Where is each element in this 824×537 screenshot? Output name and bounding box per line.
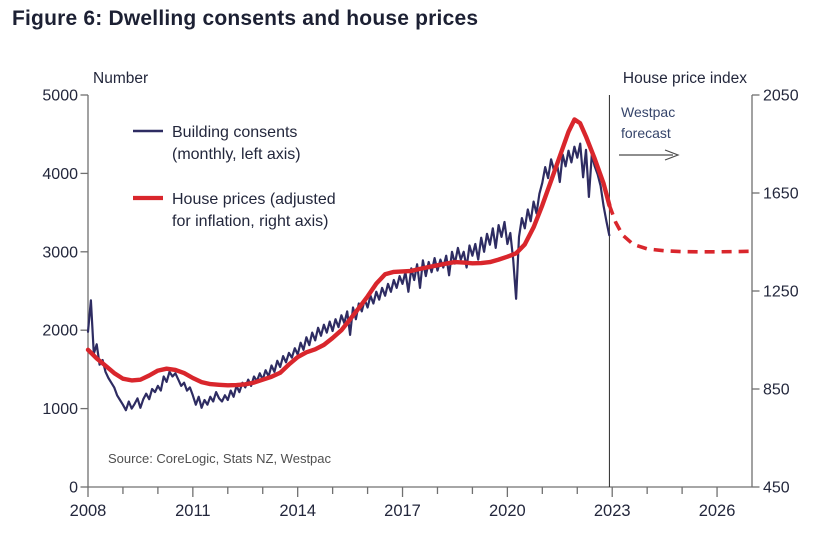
left-axis-tick-label: 4000	[42, 166, 78, 183]
house-prices-forecast-line	[607, 204, 753, 254]
left-axis-tick-label: 0	[69, 480, 78, 497]
right-axis-tick-label: 450	[763, 480, 790, 497]
left-axis-tick-label: 1000	[42, 401, 78, 418]
figure-title: Figure 6: Dwelling consents and house pr…	[12, 7, 479, 30]
right-axis-tick-label: 1650	[763, 186, 799, 203]
forecast-annotation: Westpac forecast	[619, 104, 680, 161]
x-axis-tick-label: 2014	[279, 502, 316, 520]
legend: Building consents (monthly, left axis) H…	[133, 124, 336, 230]
x-axis-tick-label: 2023	[594, 502, 631, 520]
forecast-arrow-icon	[619, 149, 680, 161]
axes-group: 0 1000 2000 3000 4000 5000 450 850 1250 1650 2050 2…	[42, 88, 798, 521]
left-axis-tick-label: 3000	[42, 244, 78, 261]
left-axis-tick-label: 2000	[42, 323, 78, 340]
x-axis-tick-label: 2011	[175, 502, 210, 520]
right-axis-tick-label: 1250	[763, 284, 799, 301]
x-axis-tick-label: 2026	[699, 502, 736, 520]
building-consents-legend-label-line1: Building consents	[172, 124, 297, 141]
x-axis-tick-label: 2020	[489, 502, 526, 520]
forecast-annotation-line1: Westpac	[621, 104, 675, 120]
forecast-annotation-line2: forecast	[621, 125, 671, 141]
right-axis-title: House price index	[623, 70, 747, 87]
house-prices-line	[85, 117, 612, 388]
left-axis-title: Number	[93, 70, 148, 87]
x-axis-tick-label: 2017	[384, 502, 421, 520]
source-note: Source: CoreLogic, Stats NZ, Westpac	[108, 451, 332, 466]
right-axis-tick-label: 850	[763, 382, 790, 399]
house-prices-legend-label-line2: for inflation, right axis)	[172, 213, 329, 230]
left-axis-tick-label: 5000	[42, 88, 78, 105]
right-axis-tick-label: 2050	[763, 88, 799, 105]
x-axis-tick-label: 2008	[70, 502, 107, 520]
building-consents-legend-label-line2: (monthly, left axis)	[172, 146, 301, 163]
house-prices-legend-label-line1: House prices (adjusted	[172, 191, 336, 208]
series-group	[85, 117, 753, 412]
